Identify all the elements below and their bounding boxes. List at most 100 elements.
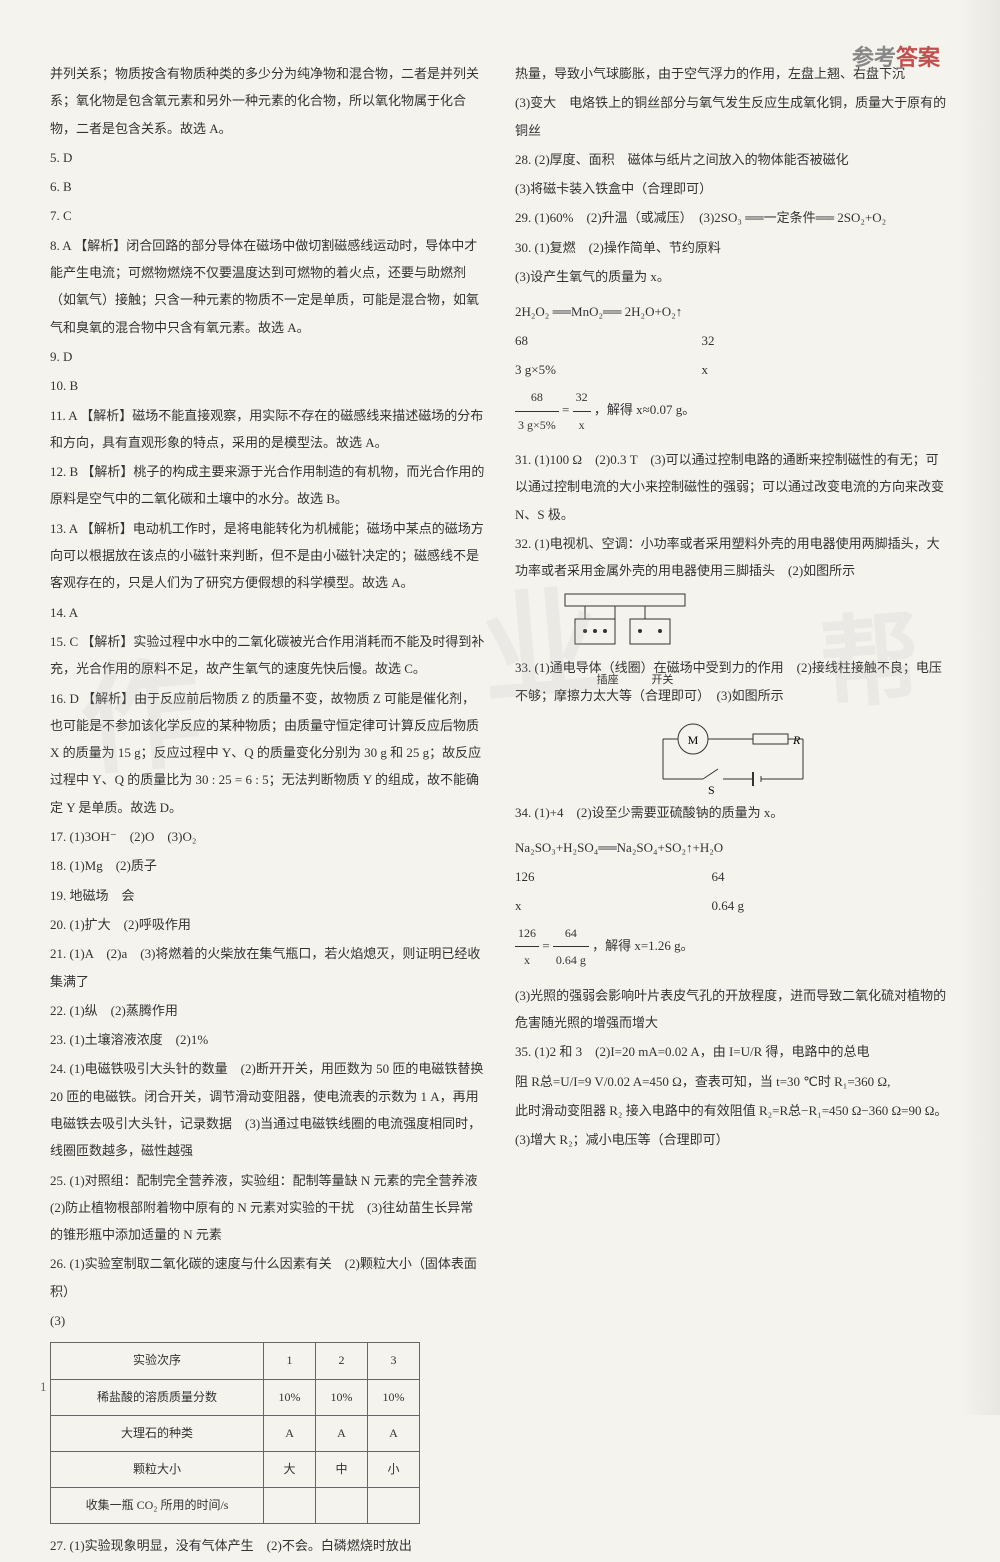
bookmark-edge bbox=[960, 0, 1000, 1415]
eq2-ratio2: x 0.64 g bbox=[515, 892, 950, 921]
r30: 30. (1)复燃 (2)操作简单、节约原料 bbox=[515, 234, 950, 261]
equation-1: 2H₂O₂ ══MnO₂══ 2H₂O+O₂↑ 68 32 3 g×5% x 6… bbox=[515, 298, 950, 438]
q19: 19. 地磁场 会 bbox=[50, 882, 485, 909]
eq2-reaction: Na₂SO₃+H₂SO₄══Na₂SO₄+SO₂↑+H₂O bbox=[515, 834, 950, 863]
q7: 7. C bbox=[50, 202, 485, 229]
eq2-solve: 126 x = 64 0.64 g ，解得 x=1.26 g。 bbox=[515, 920, 950, 974]
eq2-126: 126 bbox=[515, 863, 565, 892]
q25: 25. (1)对照组：配制完全营养液，实验组：配制等量缺 N 元素的完全营养液 … bbox=[50, 1167, 485, 1249]
circuit-svg: M R S bbox=[633, 714, 833, 804]
eq1-result: ，解得 x≈0.07 g。 bbox=[594, 402, 695, 417]
th-3: 3 bbox=[367, 1343, 419, 1379]
eq2-ratio1: 126 64 bbox=[515, 863, 950, 892]
q27: 27. (1)实验现象明显，没有气体产生 (2)不会。白磷燃烧时放出 bbox=[50, 1532, 485, 1559]
socket-svg bbox=[535, 589, 735, 659]
left-column: 并列关系；物质按含有物质种类的多少分为纯净物和混合物，二者是并列关系；氧化物是包… bbox=[50, 60, 485, 1562]
eq2-result: ，解得 x=1.26 g。 bbox=[592, 938, 694, 953]
equation-2: Na₂SO₃+H₂SO₄══Na₂SO₄+SO₂↑+H₂O 126 64 x 0… bbox=[515, 834, 950, 974]
q18: 18. (1)Mg (2)质子 bbox=[50, 852, 485, 879]
q13: 13. A 【解析】电动机工作时，是将电能转化为机械能；磁场中某点的磁场方向可以… bbox=[50, 515, 485, 597]
r27c: (3)变大 电烙铁上的铜丝部分与氧气发生反应生成氧化铜，质量大于原有的铜丝 bbox=[515, 89, 950, 144]
r35c: 此时滑动变阻器 R₂ 接入电路中的有效阻值 R₂=R总−R₁=450 Ω−360… bbox=[515, 1097, 950, 1124]
q12: 12. B 【解析】桃子的构成主要来源于光合作用制造的有机物，而光合作用的原料是… bbox=[50, 458, 485, 513]
eq1-solve: 68 3 g×5% = 32 x ，解得 x≈0.07 g。 bbox=[515, 384, 950, 438]
cell: 10% bbox=[367, 1379, 419, 1415]
eq1-ratio1: 68 32 bbox=[515, 327, 950, 356]
cell: 10% bbox=[316, 1379, 368, 1415]
r35: 35. (1)2 和 3 (2)I=20 mA=0.02 A，由 I=U/R 得… bbox=[515, 1038, 950, 1065]
cell: 收集一瓶 CO₂ 所用的时间/s bbox=[51, 1488, 264, 1524]
cell: 中 bbox=[316, 1451, 368, 1487]
cell: 稀盐酸的溶质质量分数 bbox=[51, 1379, 264, 1415]
cell: 颗粒大小 bbox=[51, 1451, 264, 1487]
r29: 29. (1)60% (2)升温（或减压） (3)2SO₃ ══一定条件══ 2… bbox=[515, 204, 950, 231]
cell bbox=[316, 1488, 368, 1524]
q23: 23. (1)土壤溶液浓度 (2)1% bbox=[50, 1026, 485, 1053]
r31: 31. (1)100 Ω (2)0.3 T (3)可以通过控制电路的通断来控制磁… bbox=[515, 446, 950, 528]
table-header-row: 实验次序 1 2 3 bbox=[51, 1343, 420, 1379]
q15: 15. C 【解析】实验过程中水中的二氧化碳被光合作用消耗而不能及时得到补充，光… bbox=[50, 628, 485, 683]
q14: 14. A bbox=[50, 599, 485, 626]
table-row: 稀盐酸的溶质质量分数 10% 10% 10% bbox=[51, 1379, 420, 1415]
q17: 17. (1)3OH⁻ (2)O (3)O₂ bbox=[50, 823, 485, 850]
eq1-ratio2: 3 g×5% x bbox=[515, 356, 950, 385]
q5: 5. D bbox=[50, 144, 485, 171]
circuit-m-label: M bbox=[687, 733, 698, 747]
table-container: 实验次序 1 2 3 稀盐酸的溶质质量分数 10% 10% 10% 大理石的种类… bbox=[50, 1342, 485, 1524]
table-row: 大理石的种类 A A A bbox=[51, 1415, 420, 1451]
cell: A bbox=[367, 1415, 419, 1451]
table-row: 收集一瓶 CO₂ 所用的时间/s bbox=[51, 1488, 420, 1524]
q26-3: (3) bbox=[50, 1307, 485, 1334]
experiment-table: 实验次序 1 2 3 稀盐酸的溶质质量分数 10% 10% 10% 大理石的种类… bbox=[50, 1342, 420, 1524]
header-prefix: 参考 bbox=[852, 45, 896, 70]
q21: 21. (1)A (2)a (3)将燃着的火柴放在集气瓶口，若火焰熄灭，则证明已… bbox=[50, 940, 485, 995]
circuit-r-label: R bbox=[792, 733, 801, 747]
q24: 24. (1)电磁铁吸引大头针的数量 (2)断开开关，用匝数为 50 匝的电磁铁… bbox=[50, 1055, 485, 1164]
right-column: 热量，导致小气球膨胀，由于空气浮力的作用，左盘上翘、右盘下沉 (3)变大 电烙铁… bbox=[515, 60, 950, 1562]
cell: A bbox=[264, 1415, 316, 1451]
th-1: 1 bbox=[264, 1343, 316, 1379]
page-number: 1 bbox=[40, 1379, 47, 1395]
circuit-s-label: S bbox=[708, 783, 715, 797]
eq1-mass: 3 g×5% bbox=[515, 356, 595, 385]
r28b: (3)将磁卡装入铁盒中（合理即可） bbox=[515, 175, 950, 202]
q22: 22. (1)纵 (2)蒸腾作用 bbox=[50, 997, 485, 1024]
r32: 32. (1)电视机、空调：小功率或者采用塑料外壳的用电器使用两脚插头，大功率或… bbox=[515, 530, 950, 585]
eq1-reaction: 2H₂O₂ ══MnO₂══ 2H₂O+O₂↑ bbox=[515, 298, 950, 327]
q6: 6. B bbox=[50, 173, 485, 200]
frac-3: 126 x bbox=[515, 920, 539, 974]
socket-diagram: 插座 开关 bbox=[535, 589, 735, 649]
page-header: 参考答案 bbox=[852, 40, 940, 72]
frac-4: 64 0.64 g bbox=[553, 920, 589, 974]
eq1-x: x bbox=[702, 362, 709, 377]
frac-1: 68 3 g×5% bbox=[515, 384, 559, 438]
th-0: 实验次序 bbox=[51, 1343, 264, 1379]
q10: 10. B bbox=[50, 372, 485, 399]
r35d: (3)增大 R₂；减小电压等（合理即可） bbox=[515, 1126, 950, 1153]
content-area: 并列关系；物质按含有物质种类的多少分为纯净物和混合物，二者是并列关系；氧化物是包… bbox=[50, 60, 950, 1562]
r35b: 阻 R总=U/I=9 V/0.02 A=450 Ω，查表可知，当 t=30 ℃时… bbox=[515, 1068, 950, 1095]
q8: 8. A 【解析】闭合回路的部分导体在磁场中做切割磁感线运动时，导体中才能产生电… bbox=[50, 232, 485, 341]
r30b: (3)设产生氧气的质量为 x。 bbox=[515, 263, 950, 290]
r33: 33. (1)通电导体（线圈）在磁场中受到力的作用 (2)接线柱接触不良；电压不… bbox=[515, 654, 950, 709]
eq2-x: x bbox=[515, 892, 565, 921]
r34c: (3)光照的强弱会影响叶片表皮气孔的开放程度，进而导致二氧化硫对植物的危害随光照… bbox=[515, 982, 950, 1037]
circuit-diagram: M R S bbox=[633, 714, 833, 794]
q20: 20. (1)扩大 (2)呼吸作用 bbox=[50, 911, 485, 938]
cell: 大 bbox=[264, 1451, 316, 1487]
cell: 小 bbox=[367, 1451, 419, 1487]
eq2-64: 64 bbox=[712, 869, 725, 884]
q26: 26. (1)实验室制取二氧化碳的速度与什么因素有关 (2)颗粒大小（固体表面积… bbox=[50, 1250, 485, 1305]
cell: A bbox=[316, 1415, 368, 1451]
q9: 9. D bbox=[50, 343, 485, 370]
intro-text: 并列关系；物质按含有物质种类的多少分为纯净物和混合物，二者是并列关系；氧化物是包… bbox=[50, 60, 485, 142]
q11: 11. A 【解析】磁场不能直接观察，用实际不存在的磁感线来描述磁场的分布和方向… bbox=[50, 402, 485, 457]
header-suffix: 答案 bbox=[896, 45, 940, 70]
eq1-32: 32 bbox=[702, 333, 715, 348]
cell bbox=[367, 1488, 419, 1524]
eq1-68: 68 bbox=[515, 327, 575, 356]
table-row: 颗粒大小 大 中 小 bbox=[51, 1451, 420, 1487]
eq2-064: 0.64 g bbox=[712, 898, 745, 913]
cell bbox=[264, 1488, 316, 1524]
q16: 16. D 【解析】由于反应前后物质 Z 的质量不变，故物质 Z 可能是催化剂，… bbox=[50, 685, 485, 821]
